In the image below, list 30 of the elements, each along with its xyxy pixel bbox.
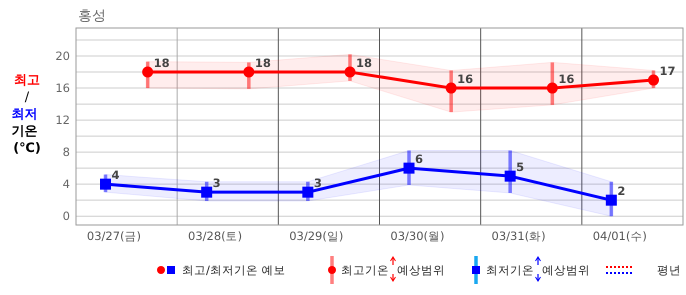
chart-title: 홍성	[78, 8, 106, 24]
text: 평년	[657, 263, 681, 277]
data-label: 3	[314, 176, 322, 190]
data-label: 18	[154, 56, 170, 70]
data-label: 2	[617, 184, 626, 198]
x-tick-label: 03/30(월)	[390, 229, 444, 243]
x-tick-label: 03/28(토)	[188, 229, 242, 243]
y-tick-label: 20	[55, 49, 70, 64]
y-tick-label: 16	[55, 81, 70, 96]
y-tick-label: 12	[55, 113, 70, 128]
y-tick-label: 0	[62, 209, 70, 224]
data-label: 16	[457, 72, 474, 86]
data-label: 6	[415, 152, 424, 166]
y-axis-title: 최고/최저 기온 (℃)	[12, 73, 42, 156]
data-label: 17	[659, 64, 676, 78]
y-tick-label: 4	[62, 177, 70, 192]
data-label: 16	[558, 72, 574, 86]
x-tick-label: 03/29(일)	[289, 229, 344, 243]
data-label: 5	[516, 160, 524, 174]
x-tick-label: 03/31(화)	[492, 229, 546, 243]
text: 최저기온 예상범위	[486, 263, 590, 277]
data-label: 18	[356, 56, 372, 70]
x-tick-label: 03/27(금)	[86, 229, 141, 243]
text: 최고기온 예상범위	[341, 263, 445, 277]
data-label: 4	[112, 168, 120, 182]
data-label: 18	[254, 56, 271, 70]
data-label: 3	[212, 176, 221, 190]
x-tick-label: 04/01(수)	[592, 229, 647, 243]
text: 최고/최저기온 예보	[182, 263, 286, 277]
y-tick-label: 8	[62, 145, 70, 160]
